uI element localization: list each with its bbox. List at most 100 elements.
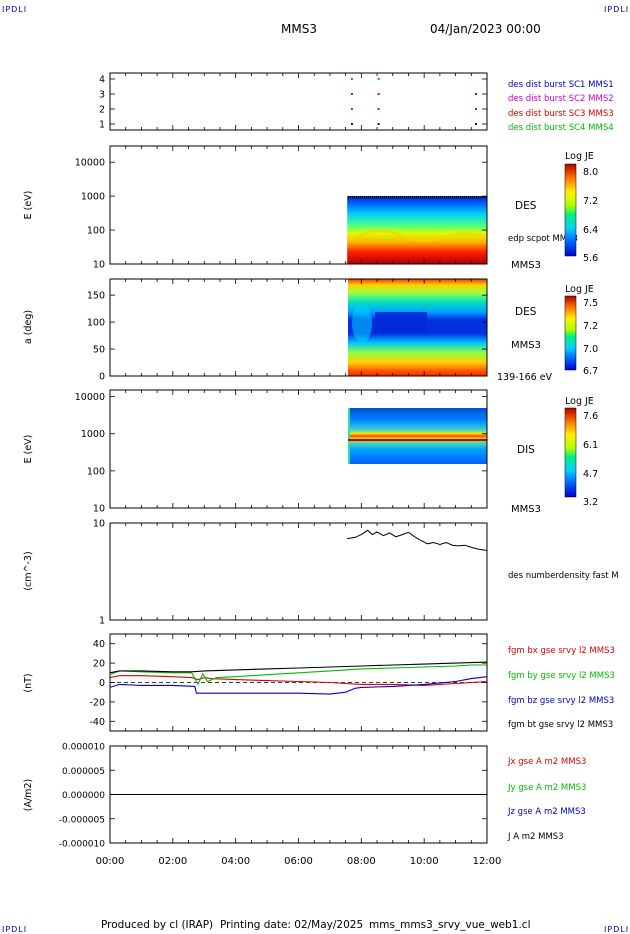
- des-energy-cb-tick-1: 8.0: [583, 167, 598, 178]
- footer-produced-by: Produced by cl (IRAP): [101, 919, 214, 931]
- legend-current-jz: Jz gse A m2 MMS3: [507, 807, 586, 817]
- legend-burst-mms4: des dist burst SC4 MMS4: [508, 123, 614, 133]
- y-tick-label: 10000: [75, 392, 105, 403]
- corner-label-top-right: IPDLI: [604, 5, 630, 14]
- des-pitch-feature: [352, 303, 372, 343]
- corner-label-bottom-left: IPDLI: [2, 925, 28, 934]
- dis-colorbar-title: Log JE: [565, 396, 594, 407]
- dis-colorbar: [564, 407, 577, 498]
- des-pitch-cb-tick-3: 7.0: [583, 344, 598, 355]
- legend-fgm-bz: fgm bz gse srvy l2 MMS3: [508, 696, 614, 706]
- y-tick-label: 1: [99, 616, 105, 627]
- time-tick-label: 06:00: [284, 856, 313, 867]
- des-energy-colorbar: [564, 163, 577, 257]
- dis-cb-tick-4: 3.2: [583, 497, 598, 508]
- panel-burst: 1 2 3 4 des dist burst SC1 MMS1 des dist bu…: [99, 72, 614, 133]
- des-energy-band: [349, 229, 488, 243]
- des-pitch-energy-range: 139-166 eV: [497, 372, 553, 383]
- y-tick-label: 100: [87, 226, 105, 237]
- y-tick-label: 1000: [81, 192, 105, 203]
- des-pitch-trough: [375, 312, 427, 334]
- current-ylabel: (A/m2): [23, 779, 34, 811]
- des-energy-cb-tick-3: 6.4: [583, 225, 598, 236]
- y-tick-label: -20: [89, 697, 105, 708]
- des-pitch-cb-tick-1: 7.5: [583, 298, 598, 309]
- burst-point: [350, 108, 353, 110]
- des-energy-colorbar-title: Log JE: [565, 151, 594, 162]
- des-energy-cb-tick-2: 7.2: [583, 196, 598, 207]
- fgm-line: [109, 661, 488, 674]
- y-tick-label: 1: [99, 120, 105, 131]
- panel-des-pitch: 0 50 100 150 a (deg) DES MMS3 139-166 eV Lo…: [23, 278, 598, 383]
- burst-point: [475, 123, 478, 125]
- burst-point: [377, 78, 380, 80]
- des-energy-label: DES: [515, 200, 537, 212]
- panel-density-frame: [109, 522, 488, 621]
- legend-burst-mms3: des dist burst SC3 MMS3: [508, 109, 614, 119]
- y-tick-label: 0: [99, 678, 105, 689]
- y-tick-label: 100: [87, 318, 105, 329]
- time-tick-label: 02:00: [158, 856, 187, 867]
- y-tick-label: 3: [99, 90, 105, 101]
- des-energy-ylabel: E (eV): [23, 191, 34, 220]
- burst-point: [475, 93, 478, 95]
- panel-burst-frame: [109, 72, 488, 131]
- legend-current-j: J A m2 MMS3: [507, 832, 564, 842]
- density-ylabel: (cm^-3): [23, 551, 34, 590]
- dis-energy-spectrogram: [348, 408, 487, 464]
- y-tick-label: -40: [89, 717, 105, 728]
- y-tick-label: 2: [99, 105, 105, 116]
- burst-point: [475, 108, 478, 110]
- legend-burst-mms2: des dist burst SC2 MMS2: [508, 94, 614, 104]
- spacecraft-title: MMS3: [281, 22, 317, 36]
- y-tick-label: 4: [99, 75, 105, 86]
- dis-cb-tick-2: 6.1: [583, 440, 598, 451]
- corner-label-bottom-right: IPDLI: [604, 925, 630, 934]
- y-tick-label: 0: [99, 372, 105, 383]
- burst-point: [377, 123, 380, 125]
- y-tick-label: -0.000005: [59, 815, 105, 825]
- fgm-line: [109, 676, 488, 695]
- y-tick-label: 10: [93, 519, 105, 530]
- fgm-line: [109, 664, 487, 686]
- burst-point: [377, 93, 380, 95]
- panel-des-energy: 10 100 1000 10000 E (eV) DES edp scpot MMS3…: [23, 145, 598, 271]
- y-tick-label: 20: [93, 659, 105, 670]
- legend-burst-mms1: des dist burst SC1 MMS1: [508, 80, 614, 90]
- y-tick-label: 100: [87, 466, 105, 477]
- y-tick-label: 10: [93, 504, 105, 515]
- y-tick-label: 150: [87, 291, 105, 302]
- legend-current-jx: Jx gse A m2 MMS3: [507, 757, 586, 767]
- des-pitch-colorbar: [564, 295, 577, 371]
- y-tick-label: -0.000010: [59, 840, 105, 850]
- des-energy-cb-tick-4: 5.6: [583, 253, 598, 264]
- time-tick-label: 10:00: [410, 856, 439, 867]
- time-tick-label: 04:00: [221, 856, 250, 867]
- burst-point: [377, 108, 380, 110]
- y-tick-label: 1000: [81, 429, 105, 440]
- y-tick-label: 0.000000: [62, 791, 105, 801]
- time-tick-label: 08:00: [347, 856, 376, 867]
- dis-energy-label: DIS: [517, 444, 535, 456]
- des-energy-sc-label: MMS3: [511, 260, 541, 271]
- fgm-line: [109, 675, 488, 686]
- y-tick-label: 0.000005: [62, 767, 105, 777]
- des-pitch-ylabel: a (deg): [23, 310, 34, 344]
- legend-density: des numberdensity fast M: [508, 571, 619, 581]
- des-pitch-colorbar-title: Log JE: [565, 284, 594, 295]
- time-tick-label: 00:00: [96, 856, 125, 867]
- legend-fgm-bx: fgm bx gse srvy l2 MMS3: [508, 646, 615, 656]
- panel-dis-energy: 10 100 1000 10000 E (eV) DIS MMS3 Log JE 7.…: [23, 389, 598, 515]
- des-pitch-cb-tick-4: 6.7: [583, 366, 598, 377]
- des-pitch-label: DES: [515, 306, 537, 318]
- y-tick-label: 10: [93, 260, 105, 271]
- fgm-ylabel: (nT): [23, 673, 34, 692]
- date-title: 04/Jan/2023 00:00: [430, 22, 541, 36]
- burst-point: [350, 93, 353, 95]
- y-tick-label: 40: [93, 639, 105, 650]
- dis-cb-tick-3: 4.7: [583, 469, 598, 480]
- footer-printing-date: Printing date: 02/May/2025: [220, 919, 364, 931]
- des-energy-scpot-label: edp scpot MMS3: [508, 234, 578, 244]
- dis-energy-ylabel: E (eV): [23, 435, 34, 464]
